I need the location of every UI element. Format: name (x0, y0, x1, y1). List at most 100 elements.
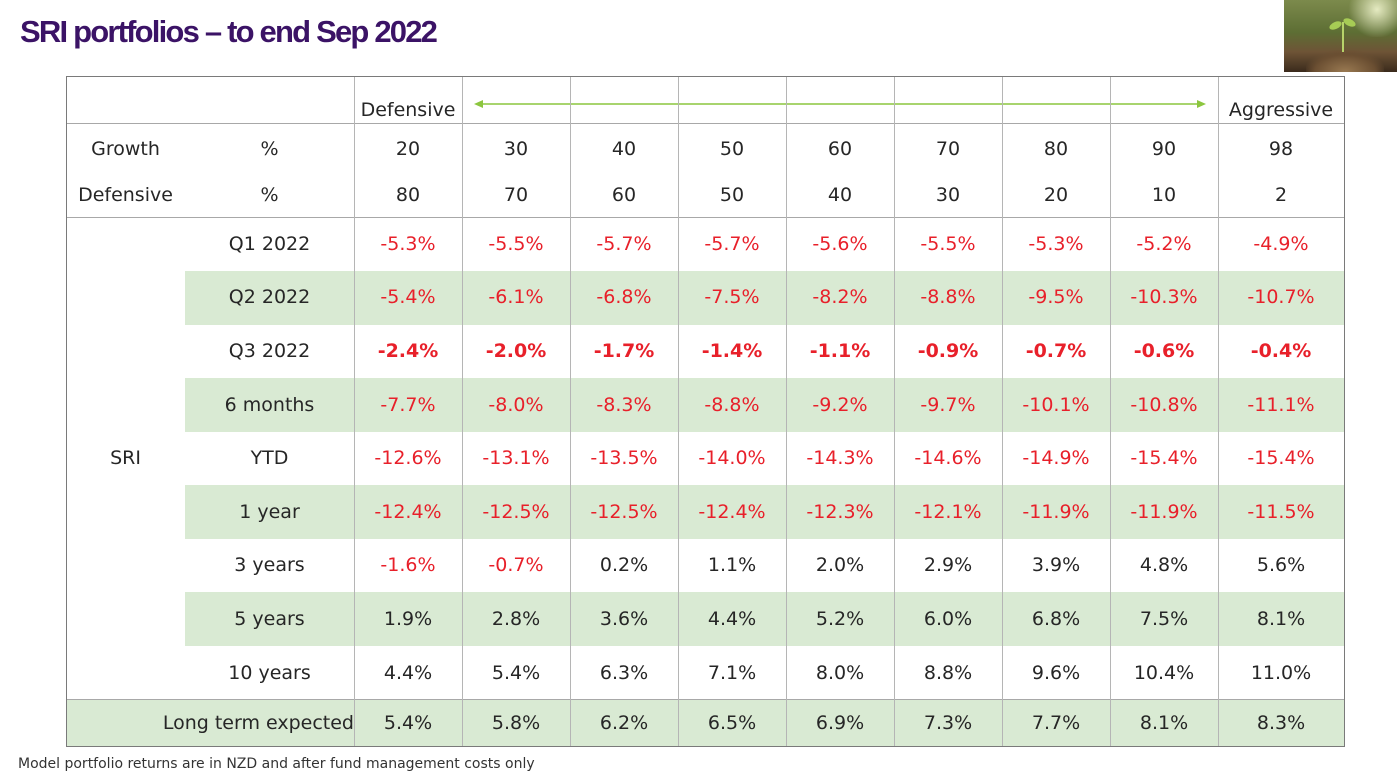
defensive-pct: 70 (503, 184, 529, 206)
return-value: -5.5% (488, 232, 544, 255)
growth-pct: 20 (395, 138, 421, 160)
return-value: -7.5% (704, 286, 760, 309)
group-label-sri: SRI (110, 447, 141, 470)
growth-pct: 90 (1151, 138, 1177, 160)
seedling-stem (1342, 22, 1344, 52)
return-value: -12.4% (698, 500, 766, 523)
seedling-photo (1284, 0, 1397, 72)
growth-pct: 80 (1043, 138, 1069, 160)
return-value: -14.0% (698, 447, 766, 470)
return-value: 3.9% (1031, 554, 1081, 577)
return-value: -0.6% (1133, 339, 1195, 362)
return-value: 4.8% (1139, 554, 1189, 577)
column-divider (894, 76, 895, 747)
column-divider (678, 76, 679, 747)
return-value: 8.8% (923, 661, 973, 684)
period-label: 6 months (224, 393, 315, 416)
return-value: 5.4% (491, 661, 541, 684)
return-value: -14.3% (806, 447, 874, 470)
return-value: -5.3% (380, 232, 436, 255)
long-term-label: Long term expected (162, 712, 354, 734)
shaded-row-band (185, 270, 1344, 325)
period-label: Q3 2022 (228, 339, 311, 362)
growth-row-label: Growth (91, 138, 160, 160)
long-term-value: 5.4% (383, 712, 433, 734)
column-divider (462, 76, 463, 747)
shaded-row-band (185, 592, 1344, 647)
defensive-unit: % (260, 184, 279, 206)
return-value: -9.2% (812, 393, 868, 416)
defensive-pct: 40 (827, 184, 853, 206)
return-value: -8.8% (704, 393, 760, 416)
return-value: -12.6% (374, 447, 442, 470)
return-value: -5.7% (704, 232, 760, 255)
row-divider (66, 217, 1344, 218)
return-value: -15.4% (1247, 447, 1315, 470)
defensive-pct: 20 (1043, 184, 1069, 206)
row-divider (66, 699, 1344, 700)
shaded-row-band (66, 699, 1344, 747)
defensive-pct: 2 (1274, 184, 1288, 206)
return-value: -11.9% (1022, 500, 1090, 523)
period-label: Q2 2022 (228, 286, 311, 309)
return-value: 4.4% (383, 661, 433, 684)
return-value: -1.4% (701, 339, 763, 362)
return-value: 2.8% (491, 607, 541, 630)
return-value: -12.1% (914, 500, 982, 523)
page-title: SRI portfolios – to end Sep 2022 (20, 14, 438, 49)
period-label: 3 years (234, 554, 305, 577)
return-value: 1.1% (707, 554, 757, 577)
column-divider (1218, 76, 1219, 747)
growth-pct: 30 (503, 138, 529, 160)
return-value: -2.0% (485, 339, 547, 362)
return-value: -5.6% (812, 232, 868, 255)
return-value: -10.3% (1130, 286, 1198, 309)
long-term-value: 7.7% (1031, 712, 1081, 734)
return-value: -0.7% (488, 554, 544, 577)
return-value: 6.8% (1031, 607, 1081, 630)
growth-unit: % (260, 138, 279, 160)
return-value: 7.5% (1139, 607, 1189, 630)
long-term-value: 7.3% (923, 712, 973, 734)
return-value: 9.6% (1031, 661, 1081, 684)
soil-mound (1306, 50, 1384, 72)
return-value: 3.6% (599, 607, 649, 630)
return-value: -8.3% (596, 393, 652, 416)
growth-pct: 60 (827, 138, 853, 160)
return-value: -1.1% (809, 339, 871, 362)
return-value: -15.4% (1130, 447, 1198, 470)
return-value: -5.2% (1136, 232, 1192, 255)
return-value: -1.7% (593, 339, 655, 362)
long-term-value: 6.2% (599, 712, 649, 734)
return-value: -2.4% (377, 339, 439, 362)
return-value: 8.1% (1256, 607, 1306, 630)
return-value: -6.8% (596, 286, 652, 309)
return-value: -1.6% (380, 554, 436, 577)
return-value: -10.1% (1022, 393, 1090, 416)
column-divider (1002, 76, 1003, 747)
return-value: -0.9% (917, 339, 979, 362)
return-value: 2.0% (815, 554, 865, 577)
return-value: -5.7% (596, 232, 652, 255)
seedling-leaf (1328, 19, 1343, 32)
footnote: Model portfolio returns are in NZD and a… (18, 756, 535, 772)
return-value: -9.7% (920, 393, 976, 416)
return-value: -0.4% (1250, 339, 1312, 362)
return-value: 11.0% (1250, 661, 1312, 684)
defensive-pct: 30 (935, 184, 961, 206)
return-value: -0.7% (1025, 339, 1087, 362)
period-label: Q1 2022 (228, 232, 311, 255)
return-value: -8.8% (920, 286, 976, 309)
period-label: YTD (250, 447, 289, 470)
return-value: 10.4% (1133, 661, 1195, 684)
column-divider (354, 76, 355, 747)
growth-pct: 98 (1268, 138, 1294, 160)
return-value: -9.5% (1028, 286, 1084, 309)
double-headed-arrow-icon (474, 100, 1206, 108)
long-term-value: 6.9% (815, 712, 865, 734)
defensive-pct: 10 (1151, 184, 1177, 206)
long-term-value: 5.8% (491, 712, 541, 734)
return-value: -5.3% (1028, 232, 1084, 255)
table-border (66, 76, 1345, 747)
return-value: -10.8% (1130, 393, 1198, 416)
